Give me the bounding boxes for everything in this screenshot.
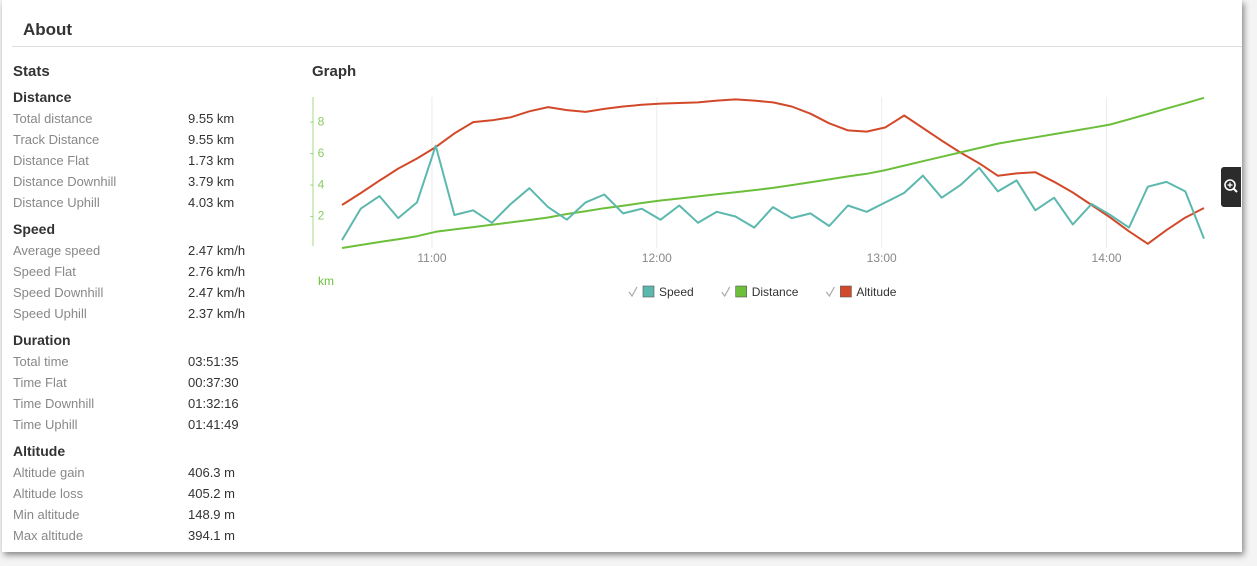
series-line [341,96,1205,249]
legend-check [628,286,638,298]
stat-label: Total distance [13,111,93,126]
legend-label: Distance [752,285,799,299]
stat-label: Speed Uphill [13,306,87,321]
stat-value: 2.47 km/h [188,243,246,258]
stat-row: Speed Flat 2.76 km/h [13,261,303,282]
x-tick-label: 12:00 [642,251,672,265]
x-tick-label: 13:00 [867,251,897,265]
stat-value: 01:41:49 [188,417,239,432]
y-tick-label: 6 [318,146,325,160]
stat-row: Distance Flat 1.73 km [13,150,303,171]
stat-label: Time Downhill [13,396,95,411]
stat-label: Distance Uphill [13,195,100,210]
stat-row: Average speed 2.47 km/h [13,240,303,261]
stat-value: 1.73 km [188,153,235,168]
stats-section: Altitude Altitude gain 406.3 m Altitude los… [13,440,303,546]
stat-label: Speed Flat [13,264,76,279]
legend-swatch [642,285,655,298]
stat-label: Total time [13,354,69,369]
stats-section: Duration Total time 03:51:35 Time Flat 00:37… [13,329,303,435]
stat-row: Min altitude 148.9 m [13,504,303,525]
stat-value: 00:37:30 [188,375,239,390]
y-tick-label: 2 [318,209,325,223]
stat-value: 4.03 km [188,195,235,210]
legend-label: Speed [659,285,694,299]
stats-heading: Speed [13,221,56,237]
stat-row: Time Uphill 01:41:49 [13,414,303,435]
stat-label: Altitude loss [13,486,84,501]
legend-check [721,286,731,298]
stat-value: 406.3 m [188,465,235,480]
stat-row: Time Downhill 01:32:16 [13,393,303,414]
stats-heading: Altitude [13,443,66,459]
stats-section: Speed Average speed 2.47 km/h Speed Flat 2.7… [13,218,303,324]
stats-section: Distance Total distance 9.55 km Track Dista… [13,86,303,213]
stat-value: 01:32:16 [188,396,239,411]
stat-label: Distance Downhill [13,174,117,189]
series-line [341,144,1205,241]
stat-value: 394.1 m [188,528,235,543]
stat-row: Time Flat 00:37:30 [13,372,303,393]
stat-value: 2.76 km/h [188,264,246,279]
stats-title: Stats [13,63,50,80]
stat-value: 2.37 km/h [188,306,246,321]
stat-label: Track Distance [13,132,100,147]
stat-label: Altitude gain [13,465,85,480]
stat-value: 2.47 km/h [188,285,246,300]
stat-label: Time Flat [13,375,67,390]
stat-label: Max altitude [13,528,84,543]
stats-heading: Duration [13,332,71,348]
legend-swatch [735,285,748,298]
section-title: About [23,20,73,39]
stats-list: Distance Total distance 9.55 km Track Dista… [13,86,303,546]
graph-title: Graph [312,63,357,80]
stat-row: Max altitude 394.1 m [13,525,303,546]
legend-swatch [840,285,852,298]
x-tick-label: 14:00 [1092,251,1122,265]
stat-row: Altitude loss 405.2 m [13,483,303,504]
stat-label: Time Uphill [13,417,78,432]
stat-row: Distance Downhill 3.79 km [13,171,303,192]
stat-label: Average speed [13,243,101,258]
stat-row: Distance Uphill 4.03 km [13,192,303,213]
stat-row: Total distance 9.55 km [13,108,303,129]
y-tick-label: 8 [318,114,325,128]
stat-value: 3.79 km [188,174,235,189]
stat-label: Speed Downhill [13,285,104,300]
series-line [341,98,1205,245]
stat-row: Speed Uphill 2.37 km/h [13,303,303,324]
stat-row: Total time 03:51:35 [13,351,303,372]
stat-row: Altitude gain 406.3 m [13,462,303,483]
y-tick-label: 4 [318,177,325,191]
stat-value: 03:51:35 [188,354,239,369]
stats-heading: Distance [13,89,72,105]
stat-value: 405.2 m [188,486,235,501]
y-axis-label: km [318,274,334,288]
stat-value: 9.55 km [188,132,235,147]
stat-label: Distance Flat [13,153,89,168]
stat-row: Speed Downhill 2.47 km/h [13,282,303,303]
legend-check [825,286,835,298]
stat-value: 148.9 m [188,507,235,522]
stat-value: 9.55 km [188,111,235,126]
legend-label: Altitude [856,285,896,299]
divider [12,46,1242,47]
zoom-button[interactable] [1221,167,1241,207]
zoom-icon [1224,179,1238,193]
stat-label: Min altitude [13,507,80,522]
panel: About Stats Distance Total distance 9.55 k… [2,0,1242,552]
x-tick-label: 11:00 [417,251,446,265]
stat-row: Track Distance 9.55 km [13,129,303,150]
